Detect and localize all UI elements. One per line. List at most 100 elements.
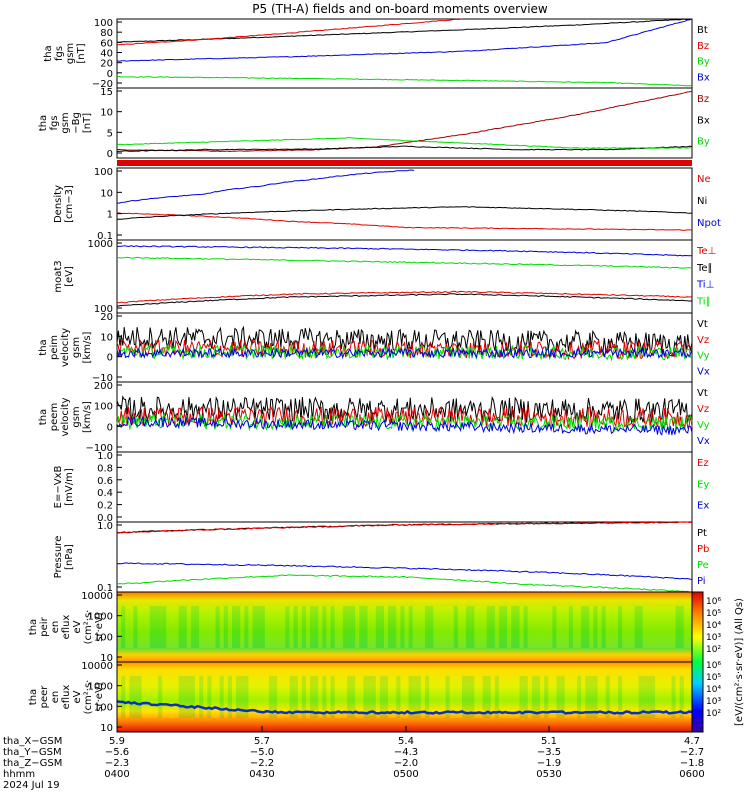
spectrogram-texture: [408, 606, 413, 648]
spectrogram-texture: [687, 606, 692, 648]
spectrogram-texture: [355, 676, 360, 718]
y-axis-label: eV: [72, 690, 83, 703]
figure-title: P5 (TH-A) fields and on-board moments ov…: [252, 2, 548, 16]
spectrogram-texture: [441, 676, 446, 718]
y-axis-label: gsm: [65, 43, 76, 64]
y-axis-label: tha: [38, 409, 49, 425]
spectrogram-texture: [268, 676, 274, 718]
spectrogram-texture: [478, 606, 483, 648]
spectrogram-texture: [375, 606, 380, 648]
x-tick-label: −2.0: [394, 758, 418, 769]
spectrogram-texture: [293, 606, 298, 648]
x-tick-label: −1.8: [680, 758, 704, 769]
spectrogram-texture: [630, 676, 635, 718]
y-axis-label: (cm²·s·: [83, 680, 94, 715]
y-axis-label: gsm: [60, 112, 71, 133]
series-vz-line: [116, 405, 693, 429]
y-tick-label: 1.0: [97, 521, 113, 532]
spectrogram-texture: [347, 606, 352, 648]
spectrogram-texture: [478, 676, 483, 718]
series-ti⊥-line: [116, 245, 693, 257]
spectrogram-texture: [182, 676, 187, 718]
spectrogram-texture: [392, 676, 397, 718]
spectrogram-texture: [264, 606, 269, 648]
y-tick-label: 0.1: [97, 583, 113, 594]
legend-label-vt: Vt: [697, 388, 708, 399]
spectrogram-texture: [367, 606, 372, 648]
y-tick-label: −10: [92, 373, 113, 384]
y-axis-label: [km/s]: [82, 401, 93, 433]
spectrogram-texture: [564, 676, 569, 718]
spectrogram-texture: [540, 676, 545, 718]
spectrogram-texture: [453, 676, 458, 718]
spectrogram-texture: [158, 606, 163, 648]
spectrogram-texture: [429, 676, 434, 718]
spectrogram-texture: [560, 606, 565, 648]
series-bz-line: [116, 90, 693, 153]
spectrogram-texture: [527, 676, 532, 718]
spectrogram-texture: [572, 676, 577, 718]
spectrogram-texture: [121, 676, 126, 718]
spectrogram-texture: [404, 676, 409, 718]
spectrogram-texture: [371, 676, 376, 718]
spectrogram-texture: [425, 606, 430, 648]
spectrogram-texture: [601, 606, 606, 648]
spectrogram-texture: [277, 606, 282, 648]
y-tick-label: 0: [107, 149, 113, 160]
legend-label-npot: Npot: [697, 218, 721, 229]
spectrogram-texture: [462, 676, 467, 718]
series-by-line: [116, 137, 692, 149]
spectrogram-texture: [671, 676, 676, 718]
spectrogram-texture: [577, 676, 582, 718]
spectrogram-texture: [618, 606, 623, 648]
spectrogram-texture: [609, 606, 614, 648]
spectrogram-texture: [425, 676, 430, 718]
spectrogram-texture: [121, 606, 126, 648]
spectrogram-texture: [186, 606, 191, 648]
spectrogram-texture: [129, 606, 134, 648]
spectrogram-texture: [601, 676, 606, 718]
legend-label-vt: Vt: [697, 319, 708, 330]
y-axis-label: Pressure: [53, 536, 64, 579]
spectrogram-texture: [466, 676, 471, 718]
spectrogram-texture: [503, 606, 508, 648]
colorbar-tick-label: 10⁶: [706, 661, 721, 671]
spectrogram-texture: [211, 606, 216, 648]
spectrogram-texture: [486, 606, 491, 648]
spectrogram-texture: [663, 676, 668, 718]
spectrogram-texture: [351, 676, 356, 718]
spectrogram-texture: [605, 606, 610, 648]
spectrogram-texture: [466, 606, 471, 648]
spectrogram-texture: [322, 676, 327, 718]
spectrogram-texture: [494, 676, 499, 718]
spectrogram-texture: [572, 606, 577, 648]
panel-9: 10000 1000 100 10 tha peir en eflux eV (cm²·s· sr·…: [28, 591, 693, 664]
panel-3: Ne Ni Npot 100 10 1 0.1 Density [cm−3]: [53, 167, 721, 242]
spectrogram-texture: [289, 676, 294, 718]
y-tick-label: 1: [107, 210, 113, 221]
y-tick-label: 1000: [88, 612, 113, 623]
y-tick-label: 0.4: [97, 488, 113, 499]
colorbar-tick-label: 10²: [706, 709, 721, 719]
spectrogram-texture: [137, 676, 142, 718]
spectrogram-texture: [548, 606, 553, 648]
spectrogram-texture: [449, 606, 454, 648]
spectrogram-texture: [556, 676, 561, 718]
y-axis-label: velocity: [60, 397, 71, 436]
x-tick-label: −2.3: [105, 758, 129, 769]
spectrogram-texture: [248, 676, 253, 718]
spectrogram-texture: [531, 676, 536, 718]
spectrogram-texture: [581, 606, 586, 648]
spectrogram-image: [117, 592, 692, 662]
spectrogram-texture: [486, 676, 491, 718]
spectrogram-texture: [523, 606, 528, 648]
spectrogram-texture: [388, 606, 393, 648]
x-tick-label: −5.6: [105, 747, 129, 758]
spectrogram-texture: [322, 606, 327, 648]
spectrogram-texture: [577, 606, 582, 648]
x-tick-label: 0600: [679, 769, 704, 780]
spectrogram-texture: [400, 676, 405, 718]
spectrogram-texture: [498, 676, 504, 718]
spectrogram-texture: [379, 676, 384, 718]
